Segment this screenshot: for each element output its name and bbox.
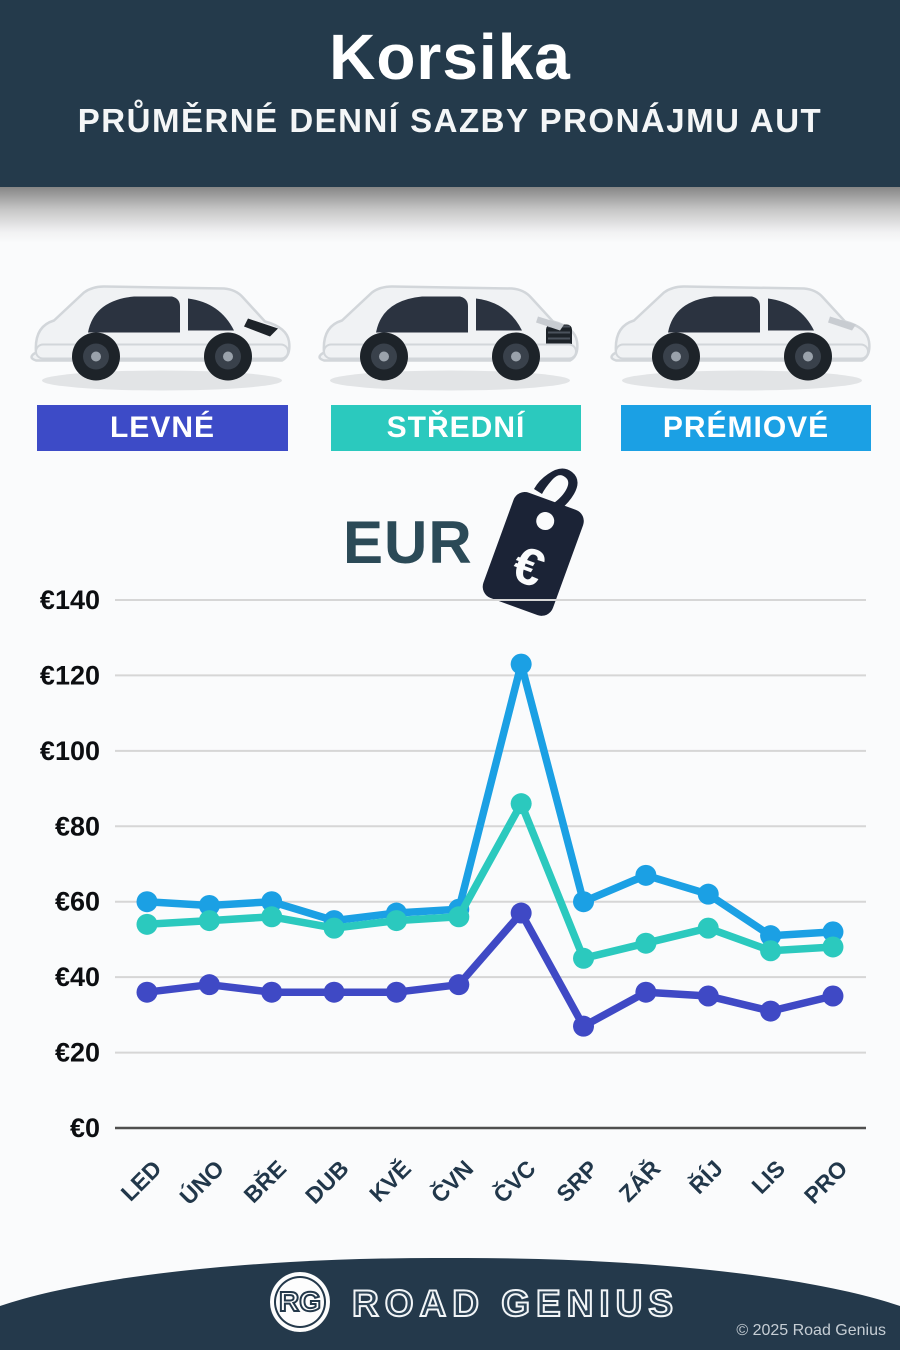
category-label: STŘEDNÍ (386, 411, 526, 444)
category-label: LEVNÉ (109, 411, 216, 444)
svg-text:€140: €140 (40, 585, 100, 615)
svg-text:ŘÍJ: ŘÍJ (683, 1154, 727, 1198)
category-badge-premium: PRÉMIOVÉ (621, 405, 871, 451)
copyright-text: © 2025 Road Genius (736, 1322, 886, 1339)
logo-initials: RG (278, 1285, 322, 1318)
page-title: Korsika (329, 21, 571, 93)
svg-text:€100: €100 (40, 736, 100, 766)
svg-text:ČVC: ČVC (487, 1154, 540, 1207)
svg-text:BŘE: BŘE (238, 1154, 291, 1207)
svg-text:€40: €40 (55, 962, 100, 992)
road-genius-logo-icon: RG (268, 1270, 332, 1334)
suv-car-image (310, 238, 590, 403)
svg-text:PRO: PRO (799, 1155, 853, 1209)
category-label: PRÉMIOVÉ (662, 411, 830, 444)
svg-text:€80: €80 (55, 811, 100, 841)
svg-text:DUB: DUB (300, 1155, 354, 1209)
hatchback-car-image (22, 238, 302, 403)
page-subtitle: PRŮMĚRNÉ DENNÍ SAZBY PRONÁJMU AUT (77, 102, 823, 139)
svg-text:SRP: SRP (551, 1155, 603, 1207)
svg-text:LED: LED (116, 1155, 167, 1206)
svg-text:€120: €120 (40, 660, 100, 690)
svg-text:ČVN: ČVN (425, 1154, 478, 1207)
svg-text:ÚNO: ÚNO (174, 1154, 229, 1209)
premium-suv-car-image (602, 238, 882, 403)
header-shadow (0, 187, 900, 243)
svg-text:€20: €20 (55, 1038, 100, 1068)
svg-text:ZÁŘ: ZÁŘ (613, 1154, 666, 1207)
price-tag-euro-icon: € (455, 462, 605, 622)
header: Korsika PRŮMĚRNÉ DENNÍ SAZBY PRONÁJMU AU… (0, 0, 900, 187)
category-badge-economy: LEVNÉ (37, 405, 288, 451)
brand-name: ROAD GENIUS (351, 1282, 680, 1325)
svg-text:€0: €0 (70, 1113, 100, 1143)
category-badge-mid: STŘEDNÍ (331, 405, 581, 451)
currency-label: EUR (343, 509, 473, 576)
svg-text:LIS: LIS (746, 1155, 790, 1199)
svg-text:KVĚ: KVĚ (363, 1154, 416, 1207)
svg-text:€60: €60 (55, 887, 100, 917)
